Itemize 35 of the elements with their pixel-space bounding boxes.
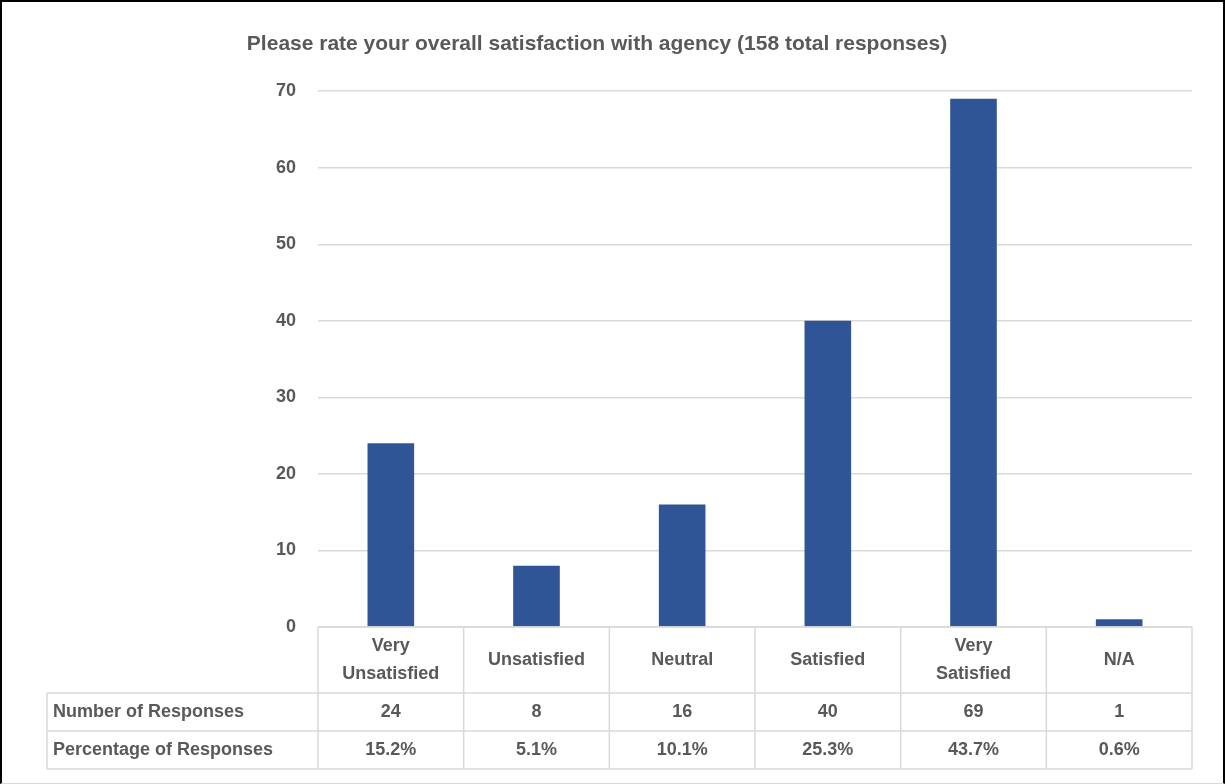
x-tick-label: Very Satisfied	[935, 634, 1012, 683]
data-label: 40	[817, 700, 838, 721]
data-label: 69	[963, 700, 984, 721]
y-tick-label: 50	[275, 233, 296, 254]
x-tick-label: Unsatisfied	[487, 648, 586, 669]
text: 5.1%	[515, 738, 558, 759]
bar	[367, 443, 415, 627]
y-tick-label: 70	[275, 80, 296, 101]
text: 10.1%	[656, 738, 708, 759]
bar	[950, 98, 997, 627]
data-label: 1	[1114, 700, 1125, 721]
text: Percentage of Responses	[53, 738, 274, 759]
bar	[804, 320, 852, 627]
x-tick-label: Satisfied	[790, 648, 866, 669]
y-tick-label: 0	[285, 615, 296, 636]
text: 15.2%	[365, 738, 417, 759]
bar	[513, 565, 560, 627]
data-label: 16	[672, 700, 693, 721]
y-tick-label: 20	[275, 462, 296, 483]
text: 25.3%	[802, 738, 854, 759]
chart-title: Please rate your overall satisfaction with agency (158 total responses)	[246, 31, 948, 55]
bar	[1095, 619, 1143, 627]
y-tick-label: 10	[275, 539, 296, 560]
y-tick-label: 40	[275, 309, 296, 330]
text: 43.7%	[947, 738, 1000, 759]
data-label: 24	[380, 700, 401, 721]
x-tick-label: Very Unsatisfied	[342, 634, 440, 683]
data-label: 8	[531, 700, 542, 721]
bar	[658, 504, 706, 627]
y-tick-label: 60	[275, 156, 296, 177]
text: Number of Responses	[53, 700, 245, 721]
text: 0.6%	[1098, 738, 1140, 759]
x-tick-label: Neutral	[651, 648, 714, 669]
x-tick-label: N/A	[1103, 648, 1135, 669]
y-tick-label: 30	[275, 386, 296, 407]
